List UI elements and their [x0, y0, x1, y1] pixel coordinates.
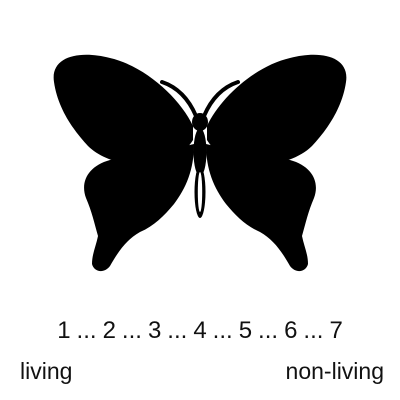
scale-separator: ... [258, 317, 279, 344]
scale-point-7: 7 [329, 317, 343, 344]
scale-point-4: 4 [193, 317, 207, 344]
scale-point-2: 2 [102, 317, 116, 344]
scale-separator: ... [121, 317, 142, 344]
rating-scale: 1 ... 2 ... 3 ... 4 ... 5 ... 6 ... 7 [0, 314, 400, 348]
scale-point-5: 5 [238, 317, 253, 344]
right-anchor-label: non-living [285, 358, 384, 384]
butterfly-icon [40, 40, 360, 285]
scale-separator: ... [76, 317, 97, 344]
scale-point-3: 3 [147, 317, 162, 344]
scale-point-1: 1 [57, 317, 71, 344]
scale-point-6: 6 [284, 317, 298, 344]
scale-separator: ... [303, 317, 324, 344]
scale-separator: ... [167, 317, 188, 344]
left-anchor-label: living [20, 358, 73, 384]
scale-separator: ... [212, 317, 233, 344]
